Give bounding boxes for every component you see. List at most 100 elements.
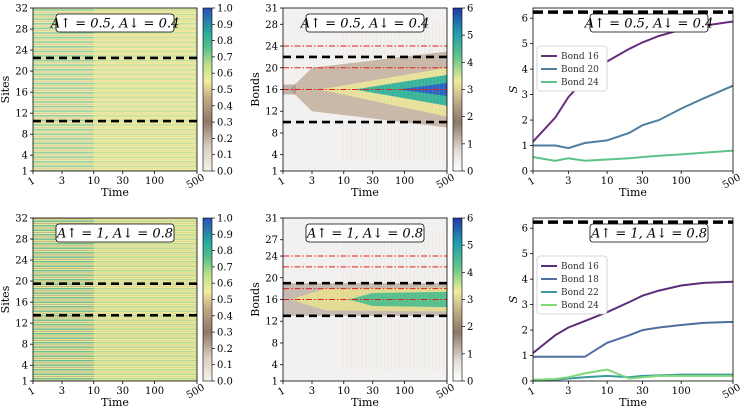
y-tick-label: 16	[15, 88, 28, 99]
y-tick-label: 27	[265, 235, 278, 246]
x-tick-label: 1	[26, 385, 37, 398]
annotation-box	[55, 13, 175, 33]
colorbar-tick-label: 0	[467, 167, 473, 178]
y-tick-label: 24	[15, 256, 28, 267]
x-axis-label: Time	[101, 186, 129, 199]
y-tick-label: 1	[22, 377, 28, 388]
colorbar-tick-label: 1	[467, 349, 473, 360]
y-tick-label: 28	[15, 25, 28, 36]
series-line-bond-20	[533, 84, 734, 150]
x-tick-label: 500	[185, 172, 207, 191]
colorbar-tick-label: 3	[467, 85, 473, 96]
colorbar-tick-label: 0.6	[217, 279, 233, 290]
y-axis-label: Bonds	[249, 72, 262, 107]
x-axis-label: Time	[101, 396, 129, 409]
annotation-box	[55, 223, 175, 243]
colorbar-tick-label: 0.5	[217, 295, 233, 306]
x-tick-label: 500	[185, 382, 207, 401]
colorbar-tick-label: 4	[467, 268, 473, 279]
heatmap-fan-inner	[354, 74, 447, 106]
colorbar-tick-label: 0.5	[217, 85, 233, 96]
annotation-box	[305, 13, 425, 33]
colorbar-tick-label: 0.1	[217, 360, 233, 371]
colorbar-tick-label: 1.0	[217, 214, 233, 225]
y-tick-label: 6	[522, 14, 528, 25]
annotation-text: A↑ = 1, A↓ = 0.8	[306, 227, 423, 242]
y-tick-label: 20	[265, 273, 278, 284]
legend-label: Bond 16	[561, 52, 599, 62]
annotation-box	[589, 223, 709, 243]
y-tick-label: 4	[22, 151, 28, 162]
x-axis-label: Time	[351, 396, 379, 409]
x-tick-label: 100	[672, 176, 691, 187]
colorbar-tick-label: 0.8	[217, 36, 233, 47]
x-tick-label: 30	[636, 176, 649, 187]
y-tick-label: 16	[265, 85, 278, 96]
y-tick-label: 32	[15, 4, 28, 15]
y-tick-label: 3	[522, 90, 528, 101]
colorbar-tick-label: 3	[467, 295, 473, 306]
x-tick-label: 30	[116, 176, 129, 187]
legend-box	[536, 255, 608, 315]
x-tick-label: 500	[721, 382, 743, 401]
x-tick-label: 500	[721, 172, 743, 191]
y-tick-label: 5	[522, 249, 528, 260]
y-tick-label: 16	[265, 295, 278, 306]
y-tick-label: 24	[15, 46, 28, 57]
y-tick-label: 1	[522, 141, 528, 152]
y-tick-label: 32	[15, 214, 28, 225]
colorbar	[202, 7, 213, 172]
legend-label: Bond 20	[561, 65, 599, 75]
colorbar-tick-label: 6	[467, 214, 473, 225]
y-axis-label: Sites	[0, 75, 12, 103]
legend-label: Bond 24	[561, 78, 599, 88]
x-tick-label: 1	[526, 175, 537, 188]
y-tick-label: 4	[522, 275, 528, 286]
y-axis-label: Sites	[0, 285, 12, 313]
panel-bonds-1: 1 3 10 30 100 500Time148121620242831Bonds0123…	[249, 4, 473, 200]
colorbar-tick-label: 0.2	[217, 134, 233, 145]
y-tick-label: 8	[272, 338, 278, 349]
legend-label: Bond 24	[561, 301, 599, 311]
x-tick-label: 3	[309, 386, 315, 397]
series-line-bond-18	[533, 320, 734, 358]
plot-frame	[32, 217, 198, 382]
colorbar-tick-label: 0.1	[217, 150, 233, 161]
legend-box	[536, 45, 608, 92]
x-axis-label: Time	[619, 396, 647, 409]
panel-bonds-4: 1 3 10 30 100 500Time148121620242731Bonds0123…	[249, 214, 473, 410]
annotation-text: A↑ = 0.5, A↓ = 0.4	[300, 17, 430, 32]
y-tick-label: 8	[22, 130, 28, 141]
y-axis-label: S	[507, 295, 520, 303]
x-tick-label: 10	[337, 386, 350, 397]
x-tick-label: 500	[435, 172, 457, 191]
panel-sites-0: 1 3 10 30 100 500 Time 1 4 8 12 16 20 24 28 32 Sites 0.0 0…	[0, 4, 233, 200]
colorbar-tick-label: 2	[467, 112, 473, 123]
plot-frame	[532, 217, 734, 382]
y-tick-label: 2	[522, 116, 528, 127]
x-tick-label: 10	[87, 176, 100, 187]
x-tick-label: 30	[116, 386, 129, 397]
y-tick-label: 1	[272, 167, 278, 178]
x-tick-label: 3	[59, 386, 65, 397]
y-tick-label: 5	[522, 39, 528, 50]
colorbar	[452, 217, 463, 382]
x-tick-label: 1	[276, 175, 287, 188]
plot-frame	[532, 7, 734, 172]
y-tick-label: 20	[265, 63, 278, 74]
y-tick-label: 31	[265, 4, 278, 15]
colorbar-tick-label: 0.0	[217, 377, 233, 388]
y-tick-label: 20	[15, 67, 28, 78]
y-tick-label: 0	[522, 377, 528, 388]
series-line-bond-16	[532, 280, 734, 354]
annotation-text: A↑ = 0.5, A↓ = 0.4	[584, 17, 714, 32]
x-axis-label: Time	[351, 186, 379, 199]
x-tick-label: 3	[59, 176, 65, 187]
heatmap-relaxed-region	[93, 218, 197, 381]
heatmap-relaxed-region	[93, 8, 197, 171]
colorbar-tick-label: 5	[467, 31, 473, 42]
colorbar-tick-label: 5	[467, 241, 473, 252]
